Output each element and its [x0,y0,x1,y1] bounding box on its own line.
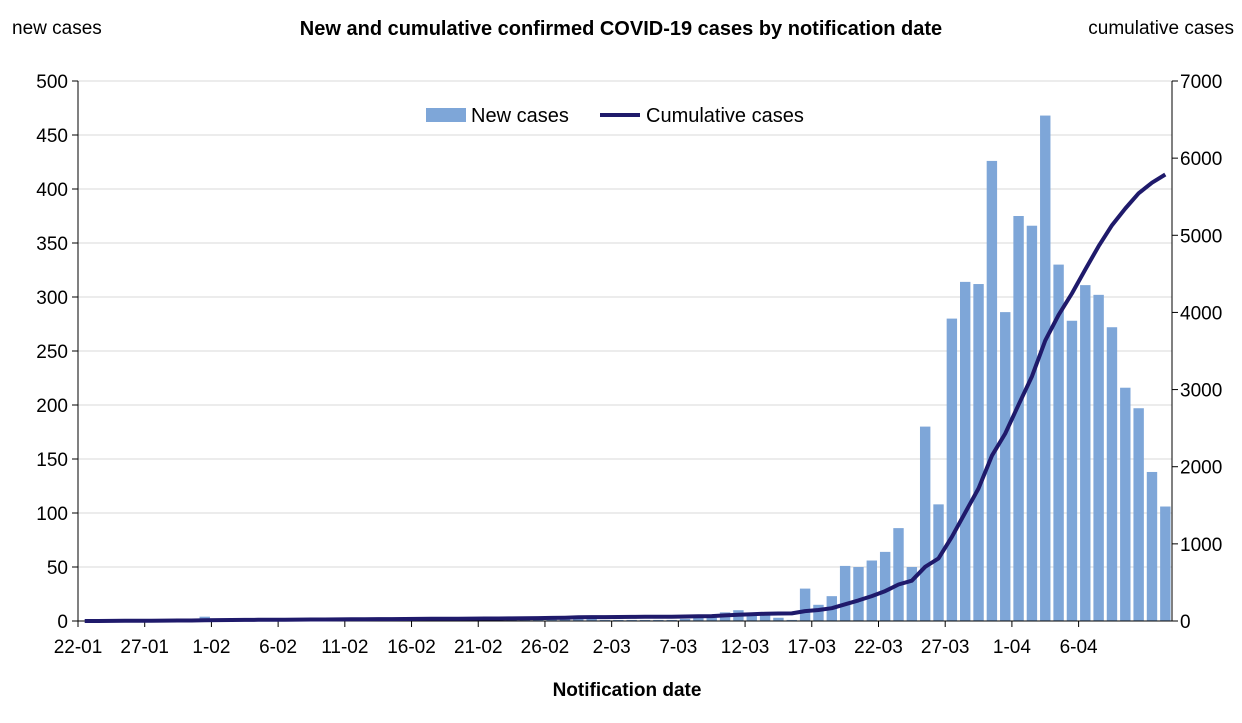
x-tick-label: 6-02 [259,637,297,658]
legend: New cases Cumulative cases [426,105,804,127]
x-tick-label: 1-04 [993,637,1031,658]
y-right-tick-label: 5000 [1180,226,1222,247]
y-left-tick-label: 350 [36,234,68,255]
x-tick-label: 1-02 [192,637,230,658]
bar [813,604,824,621]
y-right-tick-label: 0 [1180,612,1191,633]
bar [613,619,624,621]
bar [986,160,998,622]
y-right-tick-label: 3000 [1180,381,1222,402]
bar [839,565,851,621]
y-left-tick-label: 300 [36,288,68,309]
bar [1000,312,1011,621]
bar [679,618,691,621]
bar [1013,216,1024,621]
bar [1093,294,1104,621]
x-axis-label: Notification date [552,680,702,701]
x-tick-label: 12-03 [721,637,770,658]
bar [773,617,784,621]
bar [759,614,771,621]
bar [906,567,918,621]
bar [853,567,864,621]
legend-label-cumulative-cases: Cumulative cases [646,105,804,127]
x-tick-label: 17-03 [787,637,836,658]
legend-label-new-cases: New cases [471,105,569,127]
bar [746,614,757,621]
bar [973,284,984,621]
bar [506,619,517,621]
chart-title: New and cumulative confirmed COVID-19 ca… [299,18,943,40]
bar [1053,264,1064,621]
y-right-tick-label: 2000 [1180,458,1222,479]
y-left-tick-label: 150 [36,450,68,471]
y-left-tick-label: 450 [36,126,68,147]
bar [879,551,891,621]
x-tick-label: 11-02 [321,637,368,658]
y-right-tick-label: 1000 [1180,535,1222,556]
bar [546,618,557,621]
bar [1026,225,1038,621]
bar [639,619,651,621]
y-left-axis-label: new cases [12,18,102,39]
legend-swatch-bars [426,108,466,122]
bar [653,619,664,621]
bar [786,619,797,621]
y-left-tick-label: 250 [36,342,68,363]
y-left-tick-label: 200 [36,396,68,417]
bar [693,617,704,621]
x-tick-label: 7-03 [659,637,697,658]
bar [599,619,611,621]
bar [1106,327,1118,621]
y-left-tick-label: 0 [57,612,68,633]
bar [1066,320,1078,621]
x-tick-label: 16-02 [387,637,436,658]
y-right-tick-label: 7000 [1180,72,1222,93]
x-tick-label: 22-03 [854,637,903,658]
y-left-tick-label: 500 [36,72,68,93]
x-tick-label: 26-02 [521,637,570,658]
y-left-tick-label: 100 [36,504,68,525]
y-left-tick-label: 50 [47,558,68,579]
y-right-axis-label: cumulative cases [1088,18,1234,39]
bar [799,588,811,621]
bar [1133,408,1144,621]
bar [1040,115,1051,621]
y-left-tick-label: 400 [36,180,68,201]
bar [666,619,677,621]
bar [1120,387,1131,621]
bar [893,528,904,621]
bar [946,318,958,621]
bar [866,560,878,621]
y-right-tick-label: 6000 [1180,149,1222,170]
x-tick-label: 2-03 [593,637,631,658]
x-tick-label: 27-01 [120,637,169,658]
x-tick-label: 22-01 [54,637,103,658]
bar [586,618,597,621]
x-tick-label: 21-02 [454,637,503,658]
bar [1080,285,1091,621]
bar [626,619,637,621]
cumulative-line [84,172,1167,623]
x-tick-label: 27-03 [921,637,970,658]
bar [706,617,717,621]
bar [933,504,944,621]
bar [1160,506,1171,621]
x-tick-label: 6-04 [1060,637,1098,658]
bar [1146,471,1158,621]
bar [960,281,971,621]
bar [919,426,931,621]
y-right-tick-label: 4000 [1180,303,1222,324]
